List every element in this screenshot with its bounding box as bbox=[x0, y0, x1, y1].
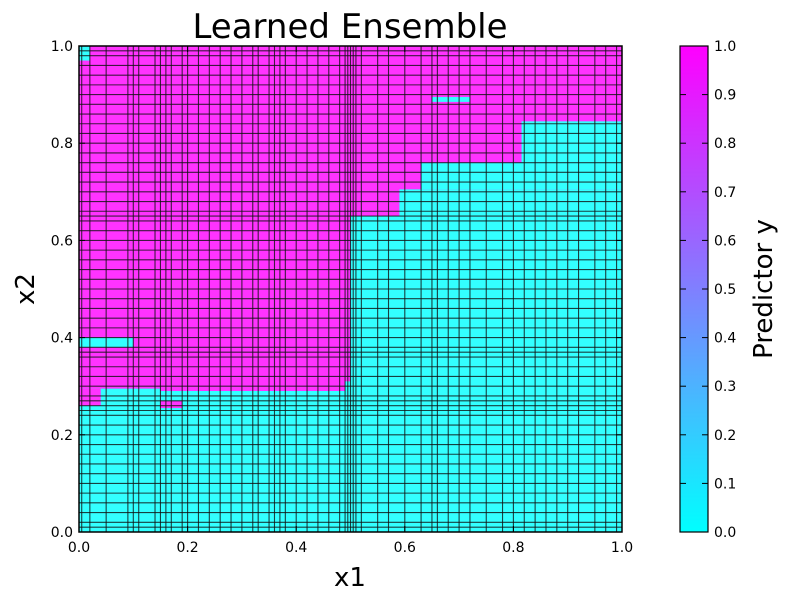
region-layer bbox=[79, 46, 622, 532]
colorbar-label: Predictor y bbox=[749, 219, 779, 359]
plot-frame bbox=[78, 45, 623, 533]
colorbar-tick-label: 1.0 bbox=[714, 39, 736, 55]
colorbar-tick-label: 0.5 bbox=[714, 282, 736, 298]
y-axis: 0.0 0.2 0.4 0.6 0.8 1.0 bbox=[51, 39, 622, 541]
colorbar-tick-label: 0.8 bbox=[714, 136, 736, 152]
region-cell-12 bbox=[431, 97, 470, 102]
x-tick-label: 0.4 bbox=[285, 540, 307, 556]
region-cell-8 bbox=[421, 162, 622, 190]
colorbar-tick-label: 0.7 bbox=[714, 185, 736, 201]
colorbar-tick-label: 0.1 bbox=[714, 476, 736, 492]
y-tick-label: 0.4 bbox=[51, 331, 73, 347]
x-tick-label: 0.8 bbox=[502, 540, 524, 556]
colorbar-tick-label: 0.3 bbox=[714, 379, 736, 395]
x-tick-label: 0.2 bbox=[176, 540, 198, 556]
colorbar-tick-label: 0.2 bbox=[714, 428, 736, 444]
y-tick-label: 0.0 bbox=[51, 525, 73, 541]
region-cell-2 bbox=[350, 121, 522, 163]
chart-title: Learned Ensemble bbox=[192, 7, 507, 47]
colorbar: 0.0 0.1 0.2 0.3 0.4 0.5 0.6 0.7 0.8 0.9 1.0 Predic… bbox=[679, 39, 779, 541]
region-cell-3 bbox=[350, 162, 400, 217]
colorbar-tick-label: 0.0 bbox=[714, 525, 736, 541]
x-tick-label: 0.6 bbox=[394, 540, 416, 556]
split-lines-layer bbox=[79, 46, 622, 532]
plot-area bbox=[78, 45, 623, 533]
region-cell-9 bbox=[521, 121, 622, 163]
region-cell-0 bbox=[79, 46, 351, 392]
x-tick-label: 1.0 bbox=[611, 540, 633, 556]
region-cell-4 bbox=[399, 162, 422, 190]
x-axis: 0.0 0.2 0.4 0.6 0.8 1.0 bbox=[68, 46, 633, 556]
colorbar-ticks: 0.0 0.1 0.2 0.3 0.4 0.5 0.6 0.7 0.8 0.9 1.0 bbox=[680, 39, 736, 541]
colorbar-tick-label: 0.6 bbox=[714, 233, 736, 249]
y-tick-label: 0.8 bbox=[51, 136, 73, 152]
y-tick-label: 1.0 bbox=[51, 39, 73, 55]
region-cell-7 bbox=[399, 189, 622, 217]
x-tick-label: 0.0 bbox=[68, 540, 90, 556]
colorbar-tick-label: 0.9 bbox=[714, 88, 736, 104]
y-tick-label: 0.2 bbox=[51, 428, 73, 444]
x-axis-title: x1 bbox=[334, 563, 366, 593]
region-cell-11 bbox=[79, 46, 90, 61]
y-tick-label: 0.6 bbox=[51, 233, 73, 249]
y-axis-title: x2 bbox=[11, 273, 41, 305]
region-cell-14 bbox=[160, 391, 351, 404]
region-cell-5 bbox=[79, 391, 351, 532]
colorbar-tick-label: 0.4 bbox=[714, 331, 736, 347]
